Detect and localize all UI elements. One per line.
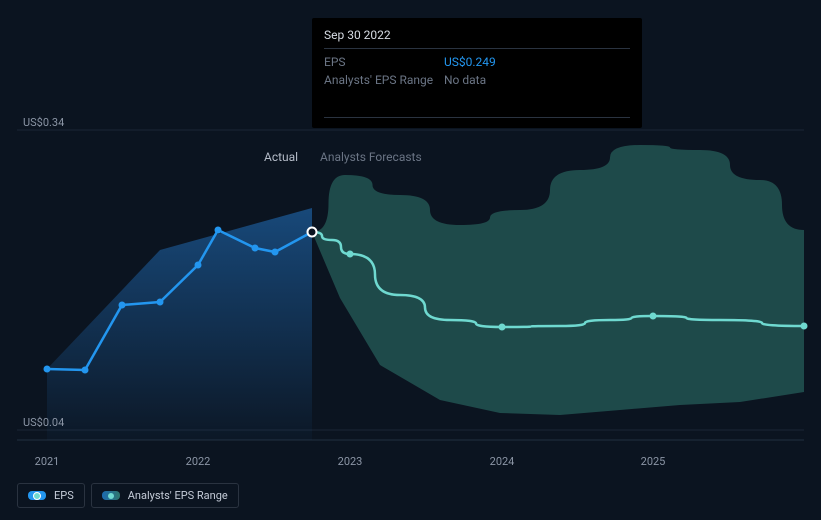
- tooltip-key: Analysts' EPS Range: [324, 73, 444, 87]
- legend-label: EPS: [54, 489, 74, 502]
- eps-actual-point: [157, 299, 164, 306]
- eps-forecast-point: [347, 251, 354, 258]
- actual-range-area: [47, 208, 312, 440]
- eps-forecast-point: [499, 324, 506, 331]
- x-axis-label: 2024: [490, 455, 515, 468]
- tooltip-value: No data: [444, 73, 486, 87]
- x-axis-label: 2021: [35, 455, 60, 468]
- current-point-marker: [308, 228, 317, 237]
- section-label-actual: Actual: [264, 150, 298, 164]
- x-axis-label: 2025: [641, 455, 666, 468]
- y-axis-label: US$0.34: [23, 116, 64, 129]
- forecast-range-area: [312, 145, 804, 415]
- eps-actual-point: [215, 227, 222, 234]
- legend-swatch: [102, 491, 120, 500]
- eps-actual-point: [272, 249, 279, 256]
- x-axis-label: 2022: [186, 455, 211, 468]
- chart-legend: EPS Analysts' EPS Range: [17, 483, 239, 508]
- section-label-forecast: Analysts Forecasts: [320, 150, 422, 164]
- tooltip-value: US$0.249: [444, 55, 496, 69]
- eps-actual-point: [252, 245, 259, 252]
- legend-item[interactable]: EPS: [17, 483, 85, 508]
- eps-chart: Sep 30 2022 EPSUS$0.249Analysts' EPS Ran…: [0, 0, 821, 520]
- chart-tooltip: Sep 30 2022 EPSUS$0.249Analysts' EPS Ran…: [312, 18, 642, 128]
- y-axis-label: US$0.04: [23, 416, 64, 429]
- legend-swatch: [28, 491, 46, 500]
- eps-actual-point: [119, 302, 126, 309]
- tooltip-row: Analysts' EPS RangeNo data: [324, 71, 630, 89]
- tooltip-divider: [324, 117, 630, 118]
- x-axis-label: 2023: [338, 455, 363, 468]
- tooltip-date: Sep 30 2022: [324, 28, 630, 49]
- tooltip-row: EPSUS$0.249: [324, 53, 630, 71]
- legend-item[interactable]: Analysts' EPS Range: [91, 483, 239, 508]
- legend-label: Analysts' EPS Range: [128, 489, 228, 502]
- eps-actual-point: [44, 366, 51, 373]
- tooltip-key: EPS: [324, 55, 444, 69]
- eps-actual-point: [195, 262, 202, 269]
- eps-forecast-point: [650, 313, 657, 320]
- eps-actual-point: [82, 367, 89, 374]
- eps-forecast-point: [801, 323, 808, 330]
